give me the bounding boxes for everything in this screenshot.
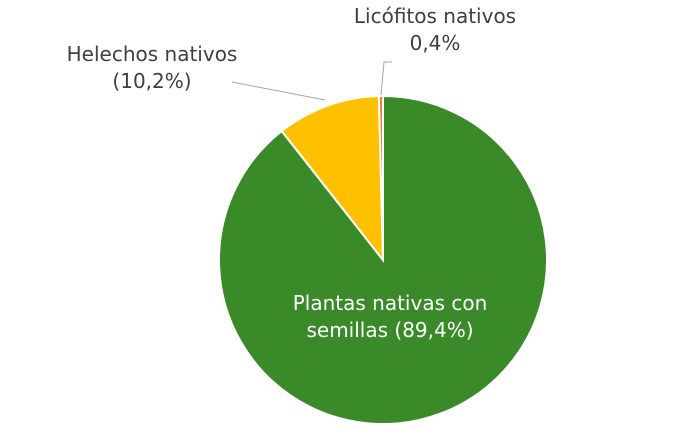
value-label: 0,4%	[409, 31, 461, 55]
category-label: Licófitos nativos	[353, 4, 517, 28]
value-label: (10,2%)	[112, 69, 192, 93]
pie-slice	[280, 95, 385, 263]
category-label: Helechos nativos	[66, 42, 238, 66]
leader-line	[380, 61, 392, 96]
slice-label: Plantas nativas con semillas (89,4%)	[260, 290, 520, 344]
pie-slice	[377, 94, 384, 261]
leader-line	[231, 81, 326, 101]
value-label: (89,4%)	[394, 318, 474, 342]
slice-label: Helechos nativos (10,2%)	[52, 41, 252, 95]
slice-label: Licófitos nativos 0,4%	[335, 3, 535, 57]
category-label: Plantas nativas con semillas	[292, 291, 488, 342]
